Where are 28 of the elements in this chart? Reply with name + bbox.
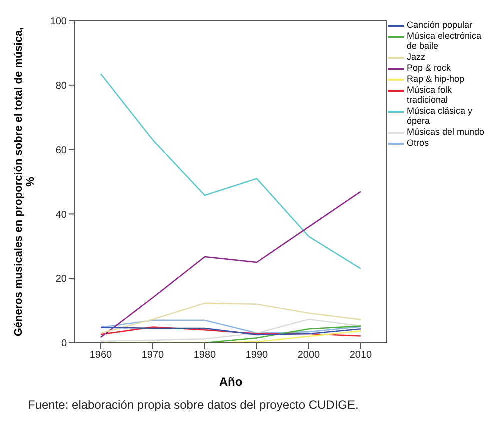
legend-label: Otros [407, 138, 430, 148]
y-axis-title: Géneros musicales en proporción sobre el total de música, % [13, 27, 37, 337]
y-tick-label: 0 [61, 338, 68, 350]
line-series [100, 302, 362, 334]
source-note: Fuente: elaboración propia sobre datos del proyecto CUDIGE. [28, 398, 359, 412]
legend-label: Música clásica y ópera [407, 106, 474, 126]
y-tick-label: 20 [56, 274, 68, 286]
y-tick-label: 60 [56, 145, 68, 156]
legend-label: Música folk tradicional [407, 85, 454, 105]
x-tick-label: 1980 [194, 350, 217, 362]
legend-label: Música electrónica de baile [407, 31, 483, 51]
y-tick-label: 80 [56, 80, 68, 92]
y-tick-label: 40 [56, 210, 68, 221]
legend-label: Pop & rock [407, 63, 452, 73]
x-tick-label: 1990 [246, 350, 269, 362]
y-tick-label: 100 [50, 16, 68, 28]
x-tick-label: 2000 [298, 350, 321, 362]
x-tick-label: 1970 [142, 350, 165, 362]
line-series [100, 191, 362, 338]
x-tick-label: 2010 [350, 350, 373, 362]
x-axis-title: Año [219, 375, 243, 389]
x-tick-label: 1960 [90, 350, 113, 362]
legend-label: Músicas del mundo [407, 127, 485, 137]
legend-label: Canción popular [407, 20, 473, 30]
line-series [100, 320, 362, 334]
legend-label: Jazz [407, 52, 426, 62]
legend-label: Rap & hip-hop [407, 74, 465, 84]
line-series [100, 73, 362, 270]
